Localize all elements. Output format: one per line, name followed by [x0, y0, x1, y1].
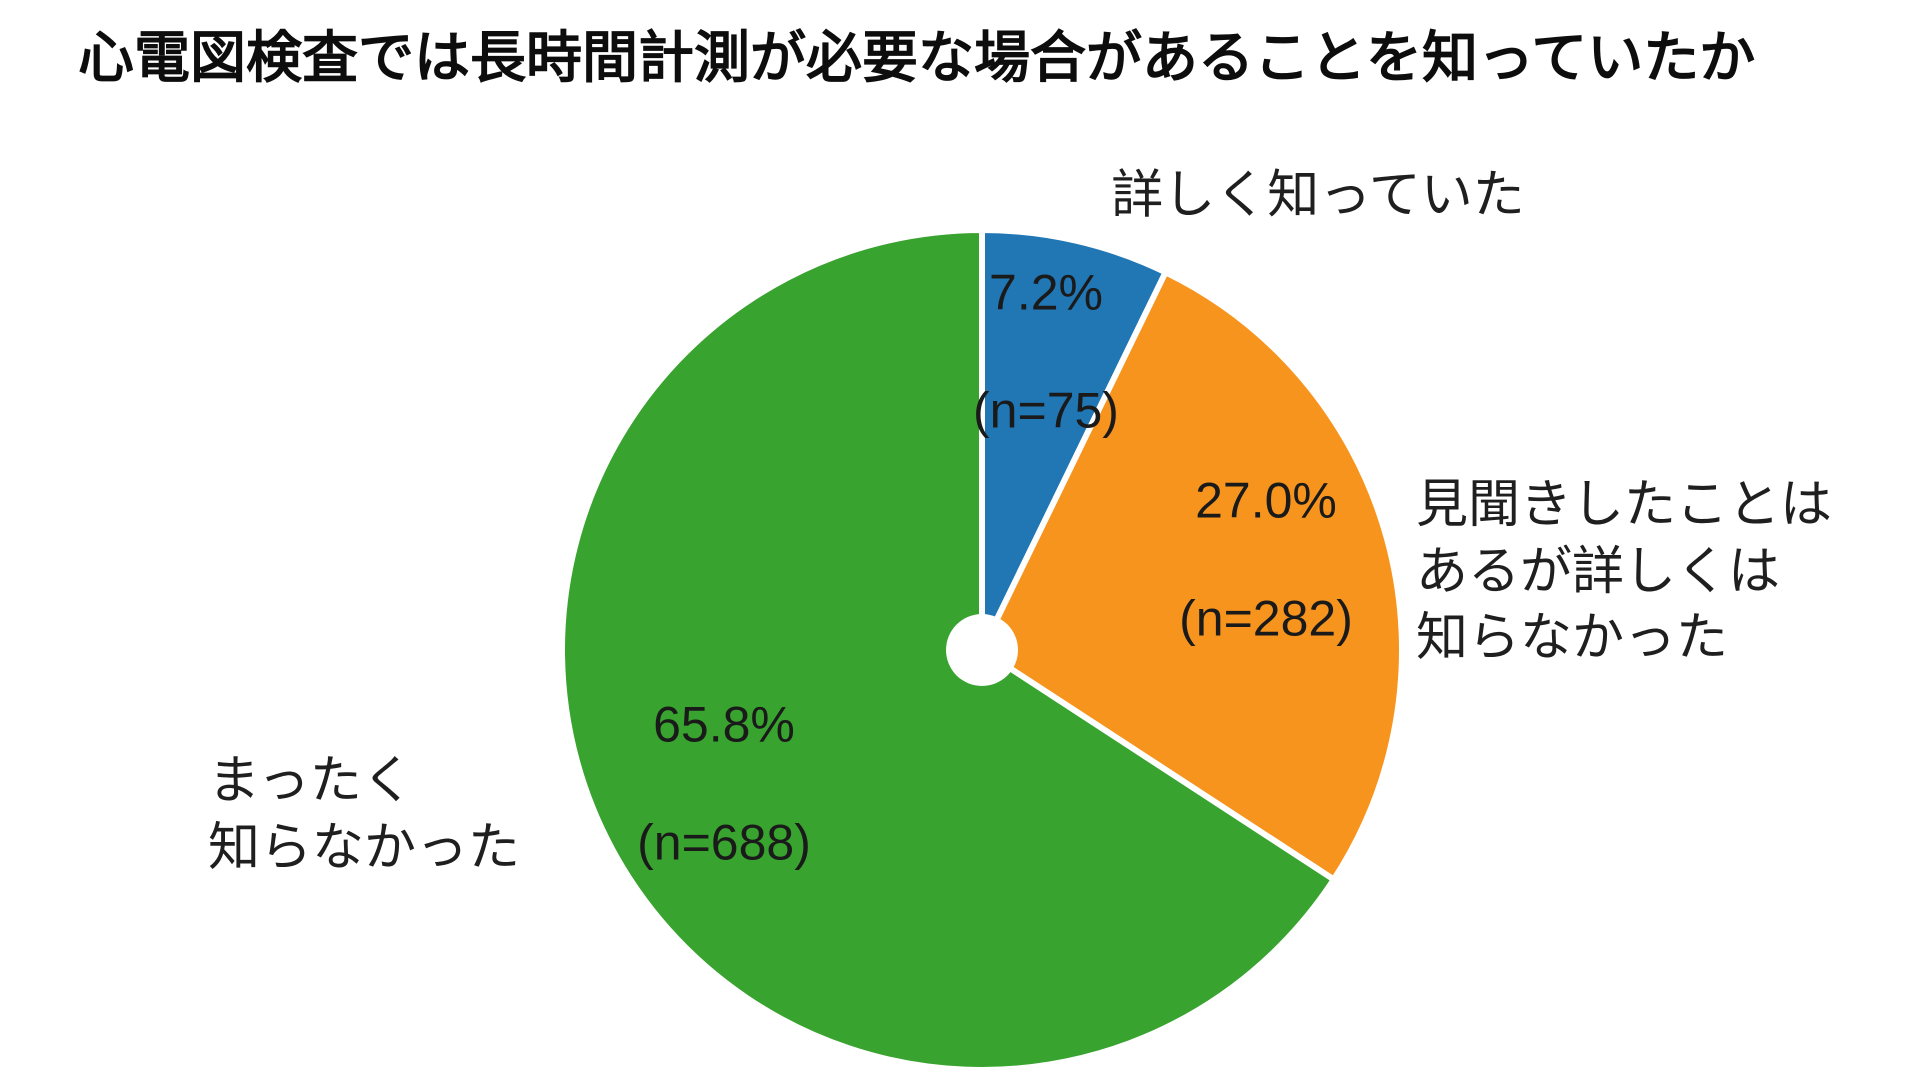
slice-value-label-orange: 27.0% (n=282) [1179, 413, 1353, 708]
slice-value-label-blue: 7.2% (n=75) [973, 205, 1119, 500]
pie-slice-0 [979, 227, 1169, 653]
slice-n-green: (n=688) [637, 814, 811, 871]
slice-percent-blue: 7.2% [989, 264, 1103, 321]
slice-percent-orange: 27.0% [1195, 472, 1337, 529]
slice-label-knew-in-detail: 詳しく知っていた [1111, 166, 1525, 225]
slice-label-heard-but-not-in-detail: 見聞きしたことは あるが詳しくは 知らなかった [1416, 476, 1833, 668]
slice-percent-green: 65.8% [653, 696, 795, 753]
slice-n-blue: (n=75) [973, 382, 1119, 439]
slice-n-orange: (n=282) [1179, 590, 1353, 647]
pie-center-hole [946, 614, 1018, 686]
slice-label-did-not-know-at-all: まったく 知らなかった [208, 752, 521, 877]
chart-title: 心電図検査では長時間計測が必要な場合があることを知っていたか [78, 26, 1756, 89]
slice-value-label-green: 65.8% (n=688) [637, 637, 811, 932]
pie-slice-1 [979, 269, 1405, 883]
